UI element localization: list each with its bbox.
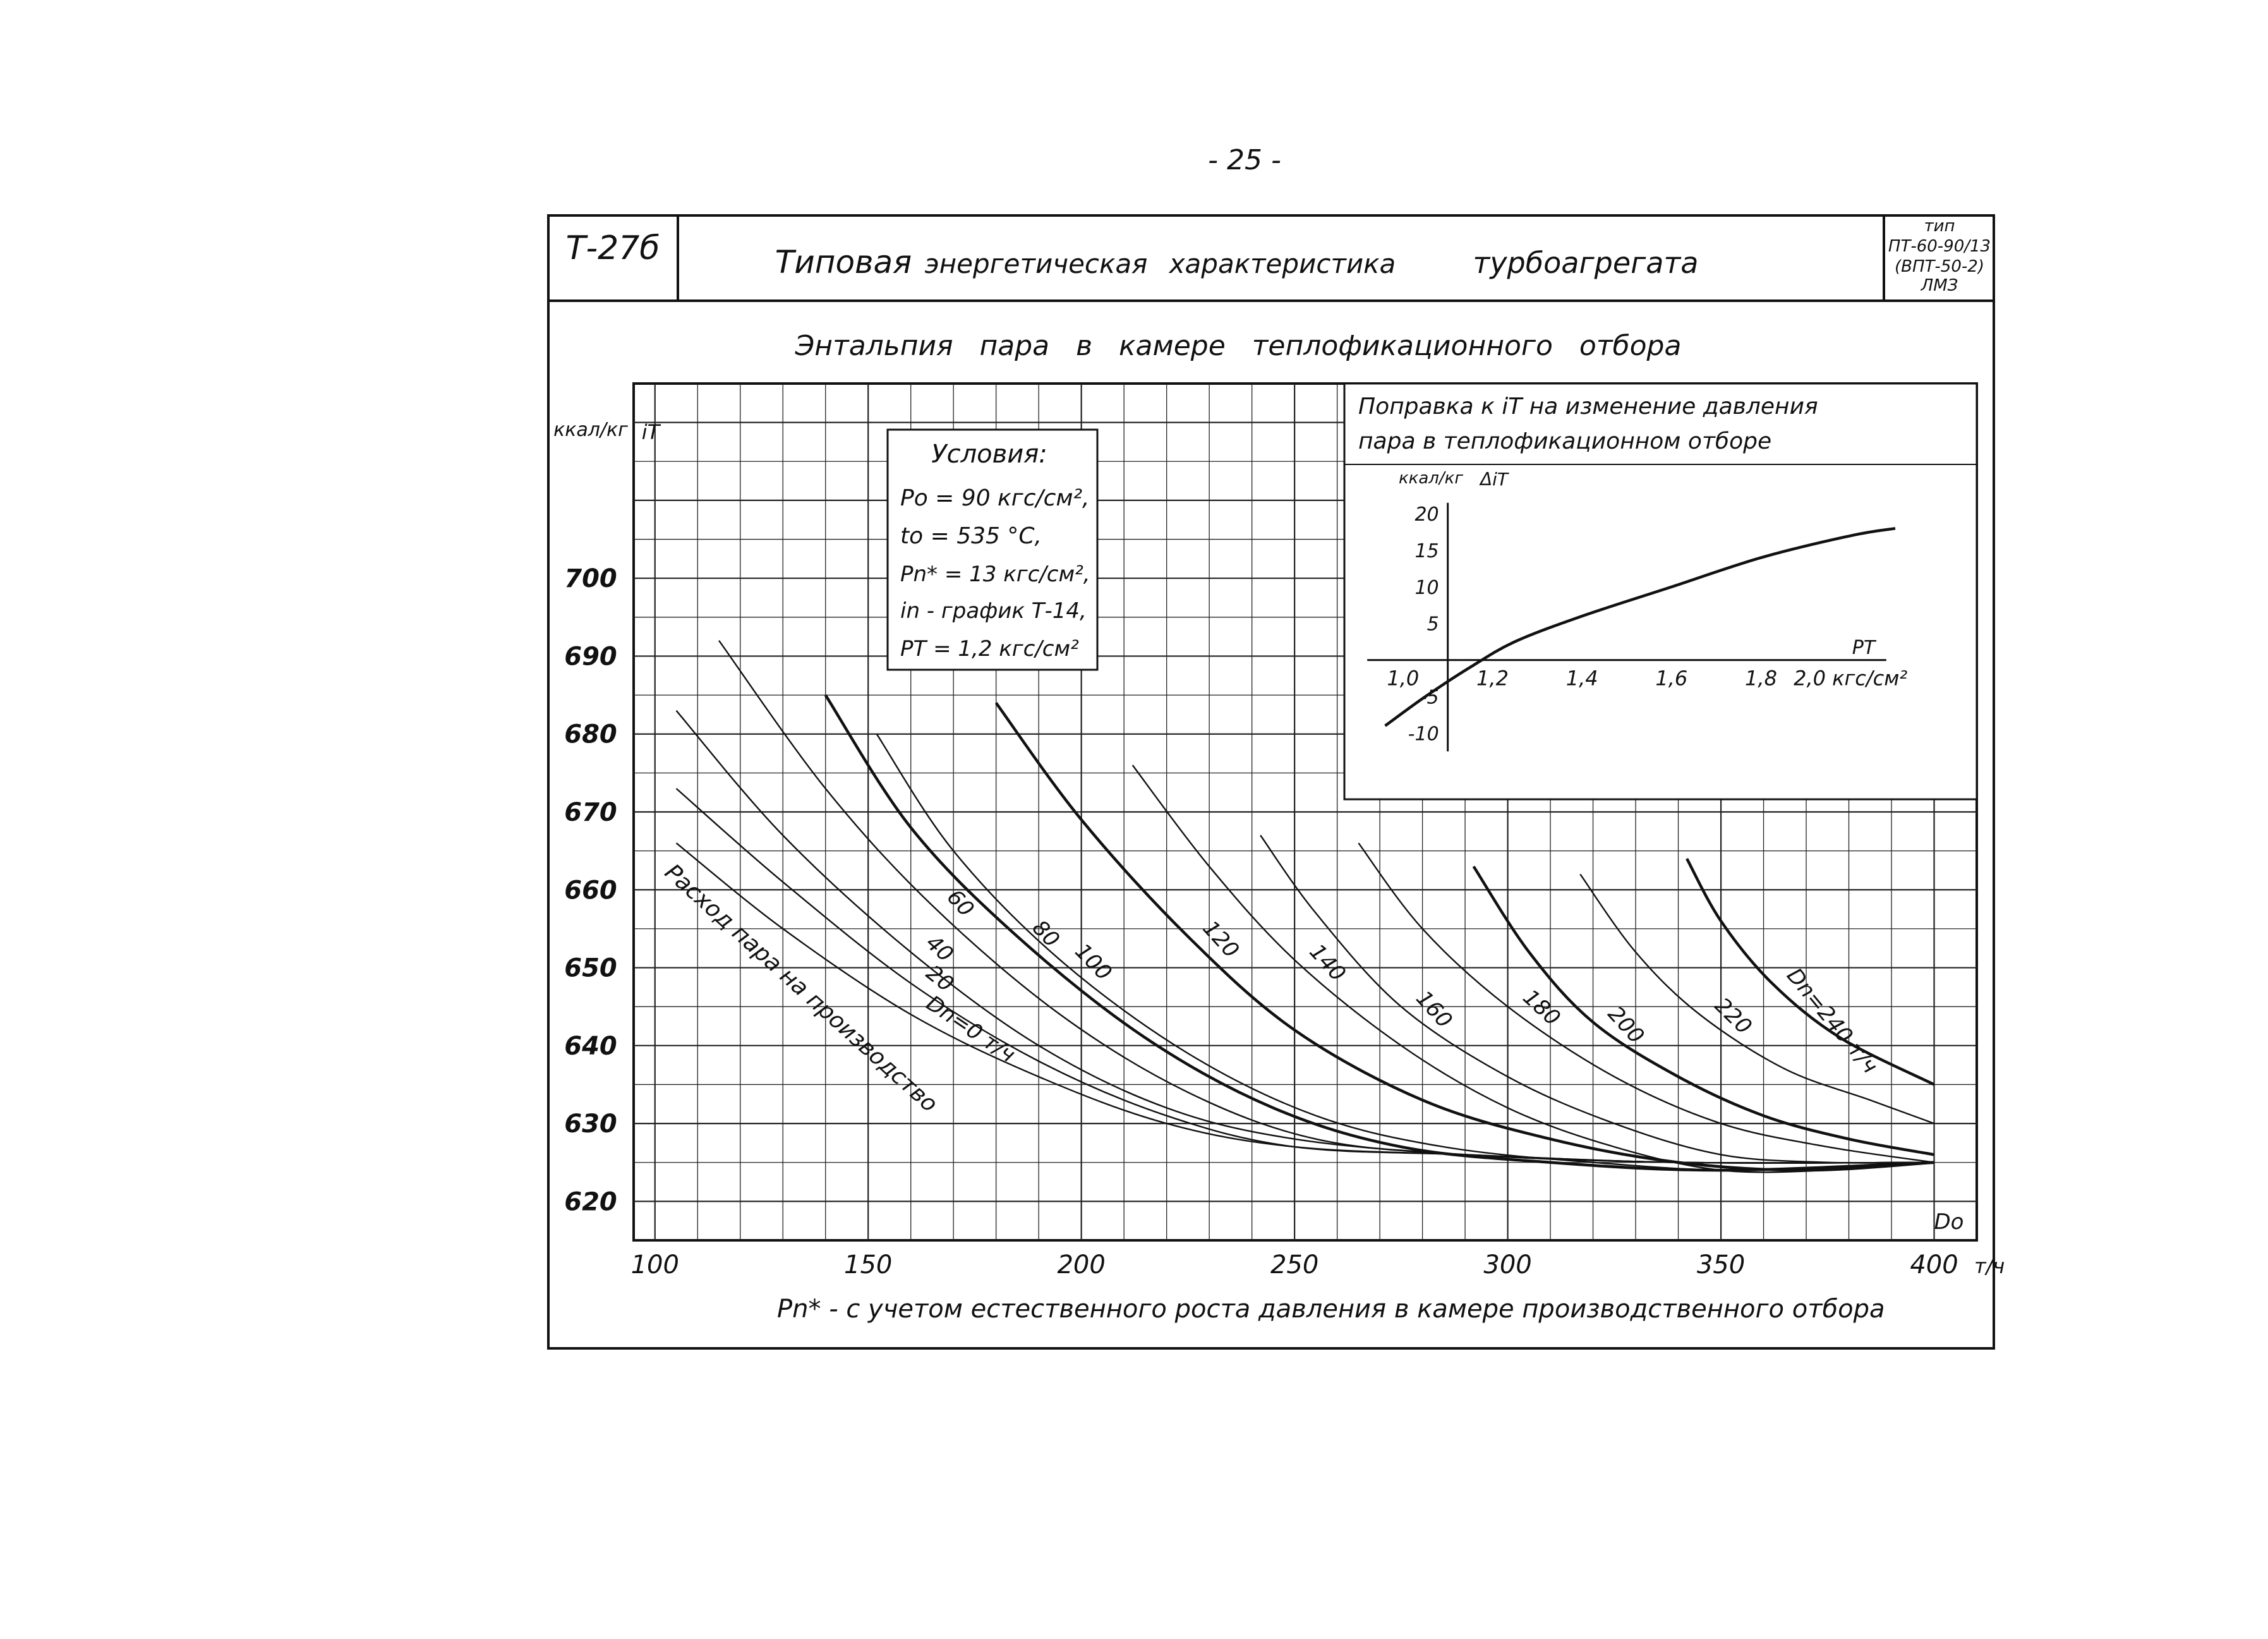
footnote: Pn* - с учетом естественного роста давле… — [777, 1295, 1885, 1324]
inset-grid — [1367, 502, 1886, 752]
conditions-line-4: in - график Т-14, — [900, 598, 1087, 624]
inset-y-tick-label: 10 — [1414, 577, 1439, 599]
header-type-line-3: (ВПТ-50-2) — [1895, 257, 1984, 276]
series-line — [1131, 765, 1934, 1173]
series-line — [675, 788, 1934, 1164]
main-xlabel-symbol: Do — [1934, 1209, 1964, 1235]
series-label: 100 — [1070, 939, 1116, 986]
series-label: 180 — [1518, 984, 1565, 1031]
inset-ylabel-symbol: ΔiT — [1479, 469, 1509, 490]
header-type-line-1: тип — [1924, 217, 1955, 236]
page-number: - 25 - — [1208, 144, 1281, 176]
x-tick-label: 200 — [1057, 1250, 1105, 1279]
y-tick-label: 650 — [564, 954, 617, 983]
y-tick-label: 620 — [564, 1187, 617, 1216]
x-tick-label: 150 — [844, 1250, 892, 1279]
y-tick-label: 680 — [564, 720, 617, 749]
x-tick-label: 100 — [631, 1250, 679, 1279]
conditions-line-3: Pn* = 13 кгс/см², — [900, 562, 1090, 587]
series-line — [718, 640, 1934, 1164]
x-tick-label: 350 — [1697, 1250, 1745, 1279]
main-ylabel-unit: ккал/кг — [553, 419, 628, 441]
inset-y-tick-label: 15 — [1414, 540, 1439, 562]
y-tick-label: 630 — [564, 1110, 617, 1139]
main-ylabel-symbol: iT — [642, 420, 661, 444]
inset-title-line-2: пара в теплофикационном отборе — [1358, 428, 1771, 454]
inset-series — [1384, 527, 1896, 727]
series-line — [675, 842, 1934, 1164]
main-ticks: 100 150 200 250 300 350 400 620 630 640 650 660 670 6… — [564, 564, 1958, 1279]
series-line — [824, 694, 1934, 1172]
inset-x-tick-label: 1,6 — [1655, 667, 1687, 691]
series-label: 40 — [921, 930, 958, 967]
series-line — [1686, 857, 1935, 1086]
inset-y-tick-label: 5 — [1427, 614, 1439, 636]
series-label: 200 — [1603, 1001, 1649, 1049]
series-line — [1358, 842, 1934, 1163]
series-label: Dn=240 т/ч — [1782, 964, 1883, 1079]
series-line — [994, 702, 1934, 1172]
y-tick-label: 640 — [564, 1032, 617, 1061]
header-title-part-2: энергетическая — [925, 248, 1148, 279]
inset-series-line — [1384, 527, 1896, 727]
header-code: Т-27б — [566, 229, 660, 267]
inset-x-tick-label: 1,2 — [1476, 667, 1509, 691]
header-title-part-4: турбоагрегата — [1473, 246, 1699, 280]
chart-title: Энтальпия пара в камере теплофикационног… — [795, 330, 1682, 362]
inset-x-tick-label: 1,0 — [1387, 667, 1419, 691]
inset-y-tick-label: -10 — [1408, 723, 1439, 745]
conditions-line-5: PT = 1,2 кгс/см² — [900, 636, 1079, 662]
main-x-unit: т/ч — [1974, 1254, 2005, 1278]
y-tick-label: 690 — [564, 642, 617, 671]
inset-title-line-1: Поправка к iT на изменение давления — [1358, 394, 1818, 420]
conditions-line-2: to = 535 °C, — [900, 523, 1042, 549]
inset-x-tick-label: 1,4 — [1566, 667, 1598, 691]
x-tick-label: 250 — [1270, 1250, 1318, 1279]
series-line — [876, 734, 1934, 1171]
header-title-part-3: характеристика — [1168, 248, 1396, 279]
series-line — [1260, 835, 1934, 1164]
series-label: 120 — [1198, 916, 1244, 963]
header-title-part-1: Типовая — [775, 244, 912, 281]
y-tick-label: 700 — [564, 564, 617, 593]
y-tick-label: 670 — [564, 798, 617, 827]
series-line — [1579, 873, 1934, 1125]
header-type-line-2: ПТ-60-90/13 — [1888, 237, 1991, 256]
conditions-box — [886, 428, 1099, 671]
header-type-line-4: ЛМЗ — [1921, 276, 1958, 295]
conditions-line-1: Po = 90 кгс/см², — [900, 485, 1089, 511]
inset-xlabel-symbol: PT — [1852, 637, 1877, 659]
series-label: 160 — [1411, 986, 1457, 1033]
outer-frame — [547, 214, 1995, 1350]
x-tick-label: 400 — [1910, 1250, 1958, 1279]
inset-x-tick-label: 2,0 кгс/см² — [1794, 667, 1907, 691]
inset-ylabel-unit: ккал/кг — [1399, 469, 1463, 488]
inset-y-tick-label: 20 — [1414, 504, 1439, 526]
series-line — [1472, 866, 1934, 1156]
conditions-title: Условия: — [931, 440, 1047, 469]
x-tick-label: 300 — [1483, 1250, 1531, 1279]
series-label: 220 — [1710, 993, 1756, 1039]
inset-x-tick-label: 1,8 — [1745, 667, 1777, 691]
y-tick-label: 660 — [564, 876, 617, 905]
